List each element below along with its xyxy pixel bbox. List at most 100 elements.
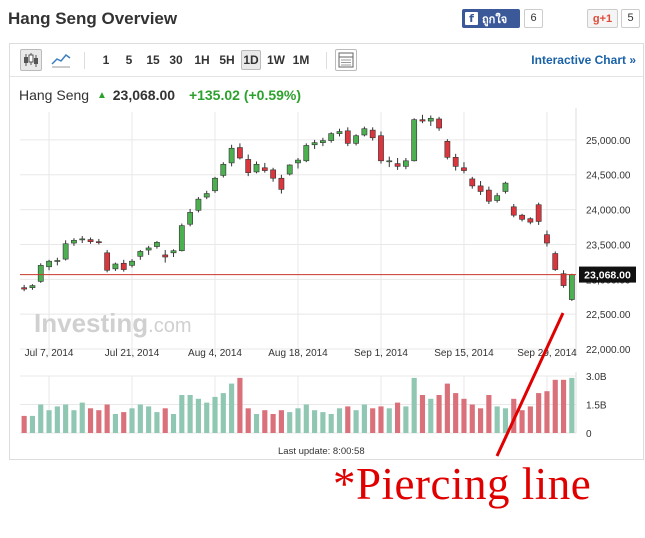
price-tick-label: 22,000.00 — [586, 345, 631, 356]
candle-body — [112, 263, 119, 270]
timeframe-button[interactable]: 1D — [241, 50, 261, 70]
volume-bar — [96, 410, 102, 433]
timeframe-button[interactable]: 1W — [267, 53, 285, 67]
volume-bar — [179, 395, 185, 433]
volume-bar — [477, 408, 484, 433]
candle-body — [187, 212, 193, 225]
candle-body — [261, 167, 268, 171]
candle-body — [510, 206, 517, 216]
volume-bar — [345, 406, 351, 433]
volume-bar — [303, 404, 309, 433]
facebook-like-button[interactable]: f ถูกใจ — [462, 9, 520, 28]
volume-bar — [63, 404, 69, 433]
current-price-badge — [579, 266, 636, 283]
volume-bar — [444, 383, 450, 433]
candle-body — [212, 177, 218, 192]
volume-bar — [436, 395, 442, 433]
volume-bar — [370, 408, 376, 433]
volume-bar — [511, 398, 517, 433]
candle-body — [145, 247, 152, 251]
candle-body — [328, 133, 335, 141]
volume-bar — [112, 414, 119, 433]
candle-body — [178, 225, 185, 252]
date-tick-label: Aug 4, 2014 — [188, 348, 242, 359]
candle-body — [444, 140, 451, 158]
volume-bar — [494, 406, 500, 433]
timeframe-button[interactable]: 1H — [194, 53, 210, 67]
price-chart[interactable]: Investing.com 25,000.00 24,500.00 24,000.00… — [10, 44, 643, 459]
candle-body — [286, 164, 293, 175]
candle-body — [46, 260, 52, 268]
candle-body — [170, 250, 177, 254]
candlestick-icon[interactable] — [20, 49, 42, 71]
candle-body — [403, 160, 409, 167]
timeframe-button[interactable]: 5 — [125, 53, 133, 67]
candle-body — [129, 260, 135, 266]
line-chart-icon[interactable] — [50, 49, 72, 71]
volume-bar — [21, 415, 27, 433]
volume-bar — [187, 395, 193, 433]
volume-bar — [419, 395, 426, 433]
candle-body — [560, 273, 567, 286]
volume-bar — [195, 398, 201, 433]
volume-bar — [295, 408, 301, 433]
volume-bar — [552, 379, 558, 433]
candle-body — [336, 131, 343, 134]
volume-bar — [137, 404, 143, 433]
candle-body — [120, 262, 127, 270]
candle-body — [386, 160, 393, 163]
candle-body — [469, 178, 476, 187]
timeframe-button[interactable]: 5H — [219, 53, 235, 67]
candle-body — [436, 118, 442, 129]
volume-bar — [270, 414, 276, 433]
volume-bar — [253, 414, 260, 433]
timeframe-button[interactable]: 1 — [102, 53, 110, 67]
timeframe-button[interactable]: 1M — [292, 53, 310, 67]
volume-bar — [146, 406, 152, 433]
candle-body — [502, 182, 509, 192]
volume-bar — [245, 408, 251, 433]
google-plus-button[interactable]: g+1 — [587, 9, 618, 28]
candle-body — [527, 218, 534, 223]
index-price: 23,068.00 — [112, 87, 176, 103]
volume-bar — [237, 377, 243, 433]
candle-body — [104, 252, 111, 271]
candle-body — [452, 157, 459, 167]
volume-bar — [38, 404, 44, 433]
last-update: Last update: 8:00:58 — [278, 446, 365, 457]
volume-bar — [220, 393, 226, 433]
candle-body — [535, 204, 542, 222]
candle-body — [411, 119, 418, 162]
candle-body — [419, 119, 426, 122]
index-change: +135.02 (+0.59%) — [188, 87, 302, 103]
volume-bar — [428, 398, 434, 433]
table-icon[interactable] — [335, 49, 357, 71]
facebook-like-count: 6 — [524, 9, 543, 28]
volume-bar — [536, 393, 542, 433]
timeframe-button[interactable]: 15 — [146, 53, 160, 67]
volume-bar — [129, 408, 135, 433]
volume-bar — [29, 415, 36, 433]
volume-bar — [361, 404, 367, 433]
investing-watermark: Investing.com — [34, 308, 191, 338]
candle-body — [311, 142, 318, 146]
volume-bar — [170, 414, 177, 433]
chart-panel: 1 5 15 30 1H 5H 1D 1W 1M Interactive Chart » Han… — [9, 43, 644, 460]
date-tick-label: Jul 21, 2014 — [105, 348, 160, 359]
candle-body — [295, 159, 301, 164]
candle-body — [485, 189, 492, 202]
volume-bar — [395, 402, 401, 433]
up-arrow-icon: ▲ — [96, 90, 107, 101]
quote-header: Hang Seng ▲ 23,068.00 +135.02 (+0.59%) — [19, 87, 301, 103]
current-price-label: 23,068.00 — [584, 270, 631, 282]
price-tick-label: 23,500.00 — [586, 240, 631, 251]
volume-bar — [453, 393, 459, 433]
candle-body — [195, 198, 202, 211]
timeframe-button[interactable]: 30 — [169, 53, 183, 67]
volume-bar — [336, 408, 343, 433]
volume-bar — [411, 377, 417, 433]
candle-body — [37, 265, 44, 282]
interactive-chart-link[interactable]: Interactive Chart » — [531, 53, 636, 67]
candle-body — [378, 135, 384, 162]
volume-bar — [353, 410, 359, 433]
